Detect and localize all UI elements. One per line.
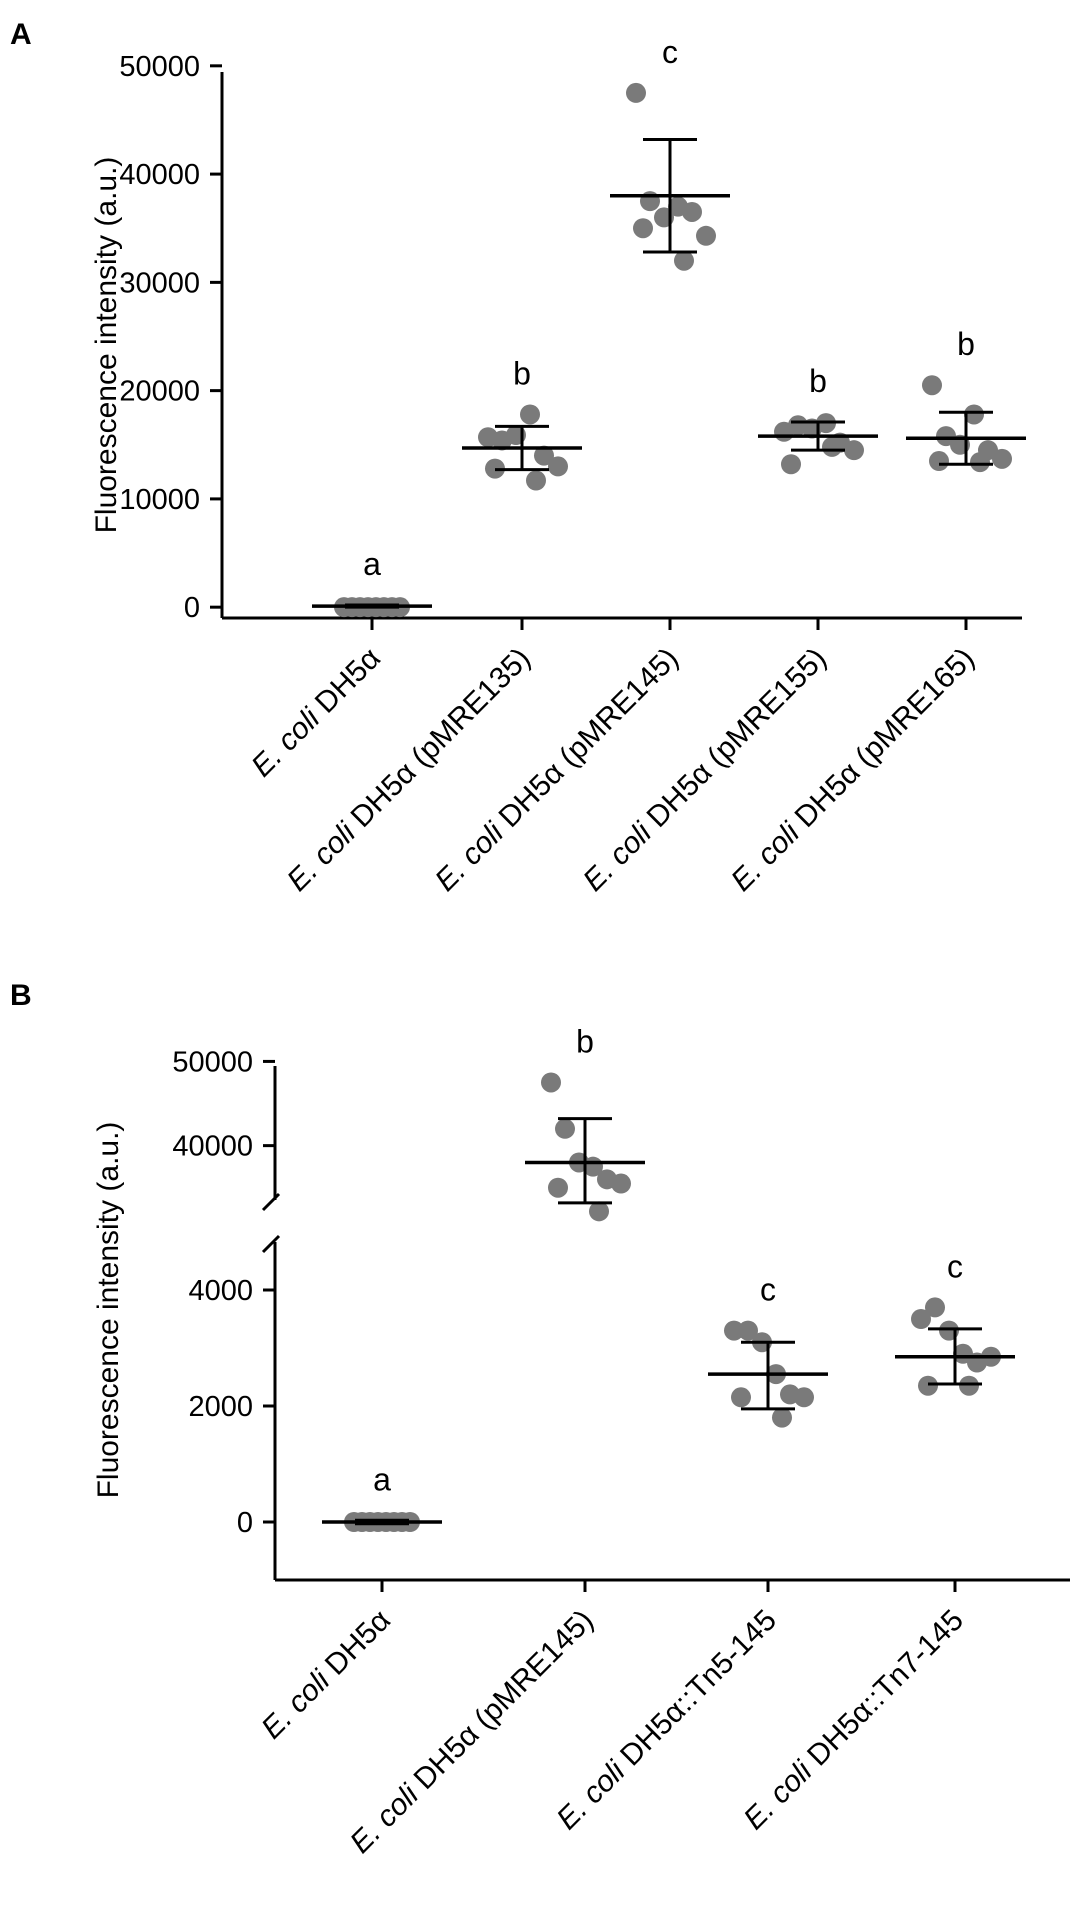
y-tick-label-b: 0 <box>237 1507 253 1539</box>
y-tick-label-a: 50000 <box>119 51 200 83</box>
data-point <box>731 1387 751 1408</box>
data-point <box>925 1297 945 1318</box>
y-tick-label-a: 20000 <box>119 376 200 408</box>
data-point <box>696 225 716 246</box>
data-point <box>781 454 801 475</box>
significance-letter: b <box>809 363 827 399</box>
category-label-a: E. coli DH5α (pMRE135) <box>281 642 537 898</box>
y-tick-label-b: 4000 <box>188 1275 253 1307</box>
category-label-rest: DH5α::Tn5-145 <box>608 1604 783 1779</box>
data-point <box>534 445 554 466</box>
category-label-rest: DH5α::Tn7-145 <box>795 1604 970 1779</box>
data-point <box>794 1387 814 1408</box>
y-tick-label-a: 40000 <box>119 159 200 191</box>
y-tick-label-b: 2000 <box>188 1391 253 1423</box>
significance-letter: c <box>662 34 678 70</box>
data-point <box>611 1173 631 1194</box>
category-label-rest: DH5α <box>303 642 387 726</box>
significance-letter: c <box>947 1248 963 1284</box>
data-point <box>548 456 568 477</box>
significance-letter: b <box>513 355 531 391</box>
data-point <box>526 470 546 491</box>
data-point <box>964 404 984 425</box>
y-tick-label-b: 50000 <box>172 1046 253 1078</box>
data-point <box>959 1375 979 1396</box>
significance-letter: a <box>373 1461 391 1497</box>
y-axis-title-b: Fluorescence intensity (a.u.) <box>92 1122 125 1499</box>
data-point <box>911 1309 931 1329</box>
panel-label-b: B <box>10 979 32 1012</box>
category-label-b: E. coli DH5α <box>255 1604 397 1746</box>
data-point <box>970 452 990 473</box>
data-point <box>918 1375 938 1396</box>
axis-break-mark <box>261 1234 281 1254</box>
data-point <box>738 1320 758 1341</box>
significance-letter: a <box>363 546 381 582</box>
data-point <box>626 82 646 103</box>
y-axis-title-a: Fluorescence intensity (a.u.) <box>90 157 123 534</box>
y-tick-label-a: 10000 <box>119 484 200 516</box>
data-point <box>929 451 949 472</box>
significance-letter: c <box>760 1272 776 1308</box>
category-label-a: E. coli DH5α (pMRE165) <box>725 642 981 898</box>
data-point <box>541 1072 561 1093</box>
category-label-a: E. coli DH5α (pMRE155) <box>577 642 833 898</box>
data-point <box>922 375 942 396</box>
axis-break-mark <box>261 1192 281 1212</box>
data-point <box>589 1201 609 1222</box>
data-point <box>520 404 540 425</box>
data-point <box>822 436 842 457</box>
y-tick-label-b: 40000 <box>172 1131 253 1163</box>
data-point <box>633 218 653 239</box>
data-point <box>674 250 694 271</box>
category-label-rest: DH5α (pMRE145) <box>402 1604 600 1802</box>
data-point <box>992 448 1012 469</box>
category-label-a: E. coli DH5α <box>245 642 387 784</box>
data-point <box>724 1320 744 1341</box>
category-label-a: E. coli DH5α (pMRE145) <box>429 642 685 898</box>
data-point <box>682 201 702 222</box>
significance-letter: b <box>957 326 975 362</box>
panel-label-a: A <box>10 18 32 51</box>
category-label-rest: DH5α <box>313 1604 397 1688</box>
category-label-b: E. coli DH5α::Tn7-145 <box>737 1604 970 1837</box>
data-point <box>844 440 864 461</box>
significance-letter: b <box>576 1023 594 1059</box>
y-tick-label-a: 0 <box>184 592 200 624</box>
data-point <box>548 1177 568 1198</box>
y-tick-label-a: 30000 <box>119 267 200 299</box>
data-point <box>772 1407 792 1428</box>
data-point <box>555 1118 575 1139</box>
